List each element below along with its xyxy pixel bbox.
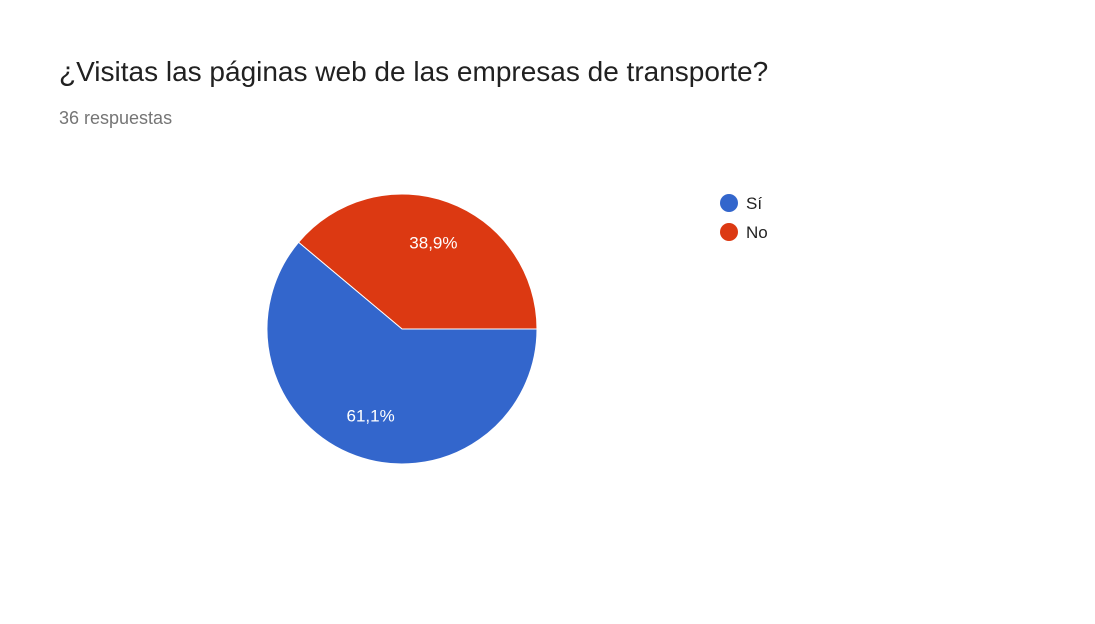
pie-slices (266, 193, 538, 465)
response-count: 36 respuestas (59, 108, 173, 128)
question-title: ¿Visitas las páginas web de las empresas… (59, 56, 769, 87)
legend-marker-si (720, 194, 738, 212)
pie-slice-si (266, 241, 538, 465)
slice-label-si: 61,1% (346, 406, 394, 425)
legend-label-si: Sí (746, 194, 762, 213)
legend-marker-no (720, 223, 738, 241)
slice-label-no: 38,9% (409, 234, 457, 253)
chart-legend: Sí No (720, 194, 768, 242)
pie-labels: 38,9% 61,1% (346, 234, 457, 426)
pie-slice-no (297, 193, 538, 330)
legend-label-no: No (746, 223, 768, 242)
